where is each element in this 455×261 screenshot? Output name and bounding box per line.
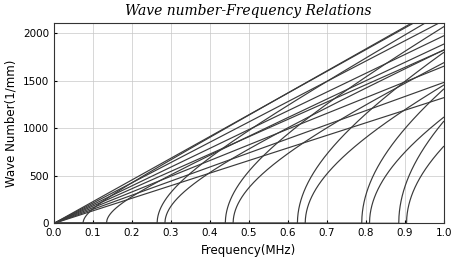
- Y-axis label: Wave Number(1/mm): Wave Number(1/mm): [4, 60, 17, 187]
- Title: Wave number-Frequency Relations: Wave number-Frequency Relations: [125, 4, 371, 18]
- X-axis label: Frequency(MHz): Frequency(MHz): [201, 244, 296, 257]
